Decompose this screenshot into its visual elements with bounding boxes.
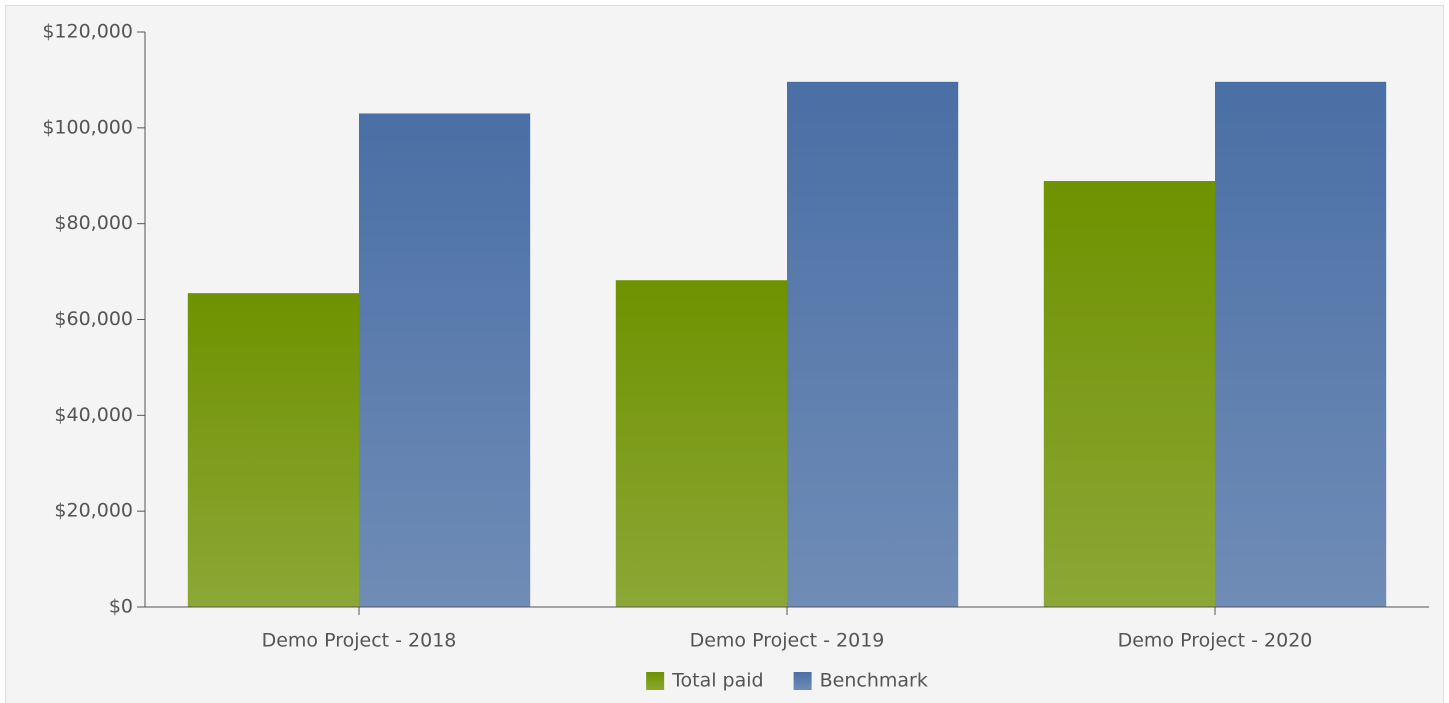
y-tick-label: $100,000: [42, 116, 133, 138]
y-tick-label: $80,000: [54, 212, 133, 234]
legend-label: Total paid: [671, 670, 763, 692]
bar: [615, 280, 787, 607]
bar: [787, 81, 959, 608]
x-tick-label: Demo Project - 2020: [1118, 630, 1313, 652]
bar: [1215, 81, 1387, 608]
legend-label: Benchmark: [820, 670, 928, 692]
bar: [187, 293, 359, 607]
y-tick-label: $60,000: [54, 308, 133, 330]
bar: [1043, 181, 1215, 608]
legend: Total paid Benchmark: [646, 670, 928, 692]
y-tick-label: $120,000: [42, 21, 133, 43]
legend-swatch: [646, 672, 665, 690]
x-tick-label: Demo Project - 2019: [690, 630, 885, 652]
y-tick-label: $40,000: [54, 404, 133, 426]
bar: [359, 113, 531, 607]
legend-swatch: [793, 672, 812, 690]
x-tick-label: Demo Project - 2018: [262, 630, 457, 652]
y-tick-label: $20,000: [54, 500, 133, 522]
y-tick-label: $0: [109, 596, 133, 618]
